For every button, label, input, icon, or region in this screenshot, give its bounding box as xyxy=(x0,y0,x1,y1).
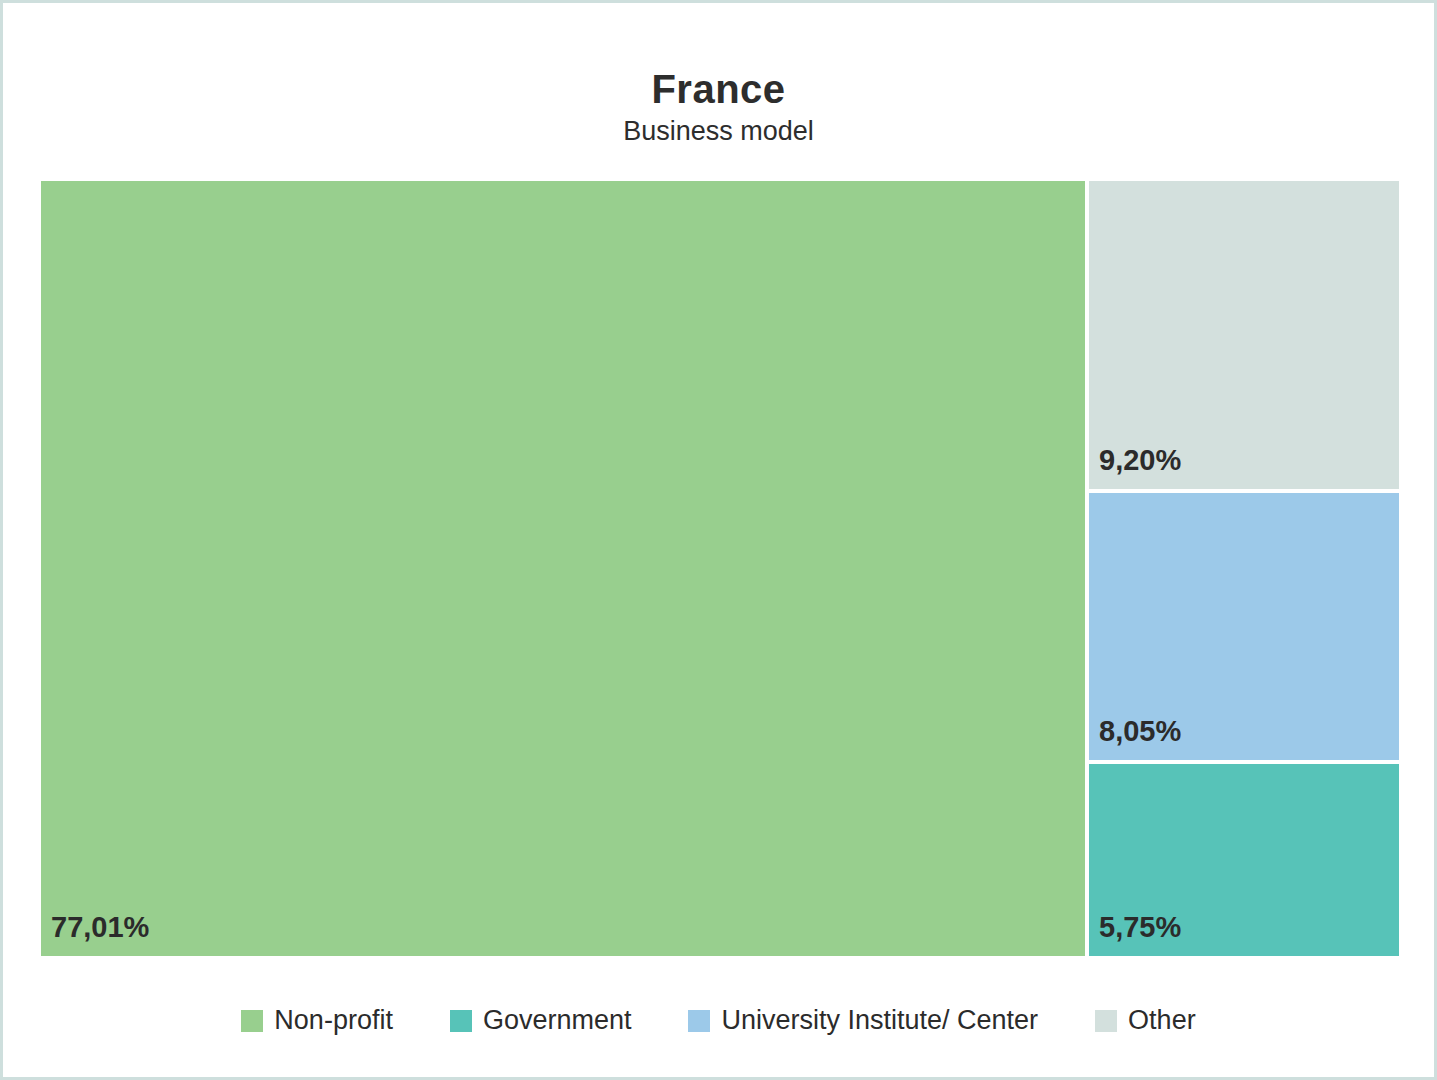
legend-item-non-profit[interactable]: Non-profit xyxy=(241,1005,393,1036)
treemap-chart-page: France Business model 77,01% 9,20% 8,05%… xyxy=(0,0,1437,1080)
legend-item-university-institute-center[interactable]: University Institute/ Center xyxy=(688,1005,1038,1036)
legend-item-other[interactable]: Other xyxy=(1095,1005,1196,1036)
treemap-tile-university-institute-center[interactable]: 8,05% xyxy=(1089,493,1399,760)
chart-subtitle: Business model xyxy=(3,116,1434,147)
treemap-tile-other[interactable]: 9,20% xyxy=(1089,181,1399,489)
treemap-tile-non-profit[interactable]: 77,01% xyxy=(41,181,1085,956)
legend-label: Other xyxy=(1128,1005,1196,1036)
tile-value-label: 5,75% xyxy=(1099,911,1181,944)
legend-label: Non-profit xyxy=(274,1005,393,1036)
legend-swatch-government xyxy=(450,1010,472,1032)
tile-value-label: 9,20% xyxy=(1099,444,1181,477)
chart-title: France xyxy=(3,67,1434,112)
chart-legend: Non-profit Government University Institu… xyxy=(3,1005,1434,1036)
legend-label: Government xyxy=(483,1005,632,1036)
legend-label: University Institute/ Center xyxy=(721,1005,1038,1036)
legend-item-government[interactable]: Government xyxy=(450,1005,632,1036)
legend-swatch-non-profit xyxy=(241,1010,263,1032)
treemap: 77,01% 9,20% 8,05% 5,75% xyxy=(41,181,1399,956)
treemap-tile-government[interactable]: 5,75% xyxy=(1089,764,1399,956)
legend-swatch-university-institute-center xyxy=(688,1010,710,1032)
tile-value-label: 77,01% xyxy=(51,911,149,944)
legend-swatch-other xyxy=(1095,1010,1117,1032)
tile-value-label: 8,05% xyxy=(1099,715,1181,748)
